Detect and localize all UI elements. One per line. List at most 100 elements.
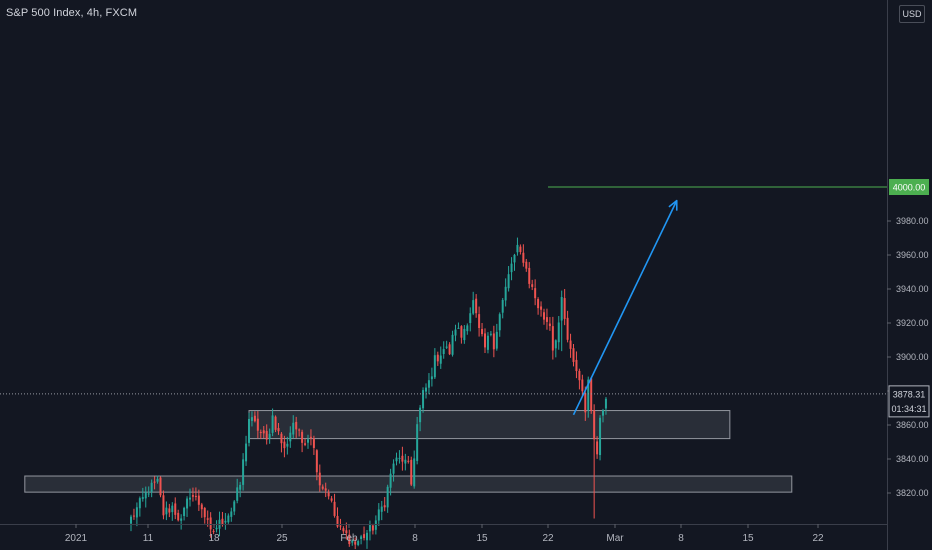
candle-body [236, 487, 239, 501]
x-tick-label: 11 [143, 533, 154, 544]
candle-body [271, 415, 274, 433]
y-tick-label: 3960.00 [896, 250, 929, 260]
candle-body [596, 441, 599, 455]
candles-layer [130, 237, 607, 550]
candle-body [174, 503, 177, 515]
candle-body [191, 495, 194, 497]
candle-body [578, 370, 581, 381]
candle-body [366, 532, 368, 541]
currency-button[interactable]: USD [899, 5, 925, 23]
candle-body [324, 488, 327, 491]
candle-body [168, 508, 171, 513]
candle-body [262, 430, 265, 434]
candle-body [416, 424, 419, 461]
candle-body [386, 486, 389, 508]
y-tick-label: 3820.00 [896, 488, 929, 498]
candle-body [430, 376, 433, 380]
candle-body [516, 244, 519, 253]
projection-arrow-line [572, 200, 678, 416]
candle-body [569, 340, 572, 349]
upper-support-zone [248, 410, 731, 440]
candle-body [159, 477, 162, 496]
candle-body [153, 481, 156, 483]
candle-body [510, 263, 513, 273]
candle-body [248, 418, 250, 443]
candle-body [593, 410, 596, 440]
candle-body [368, 524, 371, 532]
y-tick-label: 3840.00 [896, 454, 929, 464]
candle-body [327, 492, 330, 497]
x-tick-label: Feb [340, 533, 358, 544]
candle-body [230, 511, 233, 517]
candle-body [227, 515, 230, 523]
candle-body [548, 323, 551, 327]
candle-body [554, 340, 557, 349]
x-tick-label: 15 [476, 533, 488, 544]
candle-body [239, 484, 242, 490]
y-tick-label: 3900.00 [896, 352, 929, 362]
candle-body [135, 507, 138, 518]
chart-title: S&P 500 Index, 4h, FXCM [6, 7, 138, 19]
candle-body [197, 495, 200, 505]
candle-body [162, 495, 165, 516]
candle-body [469, 313, 472, 324]
candle-body [295, 421, 298, 430]
candle-body [563, 298, 566, 319]
candle-body [425, 387, 427, 392]
candle-body [422, 390, 425, 409]
candle-body [371, 525, 374, 531]
x-tick-label: 25 [276, 533, 288, 544]
candle-body [333, 501, 336, 516]
candle-body [392, 463, 395, 474]
candle-body [504, 286, 507, 301]
candle-body [289, 432, 292, 442]
candle-body [206, 518, 209, 520]
candle-body [363, 534, 366, 538]
candle-body [224, 520, 227, 523]
candle-body [194, 495, 197, 498]
candle-body [495, 331, 498, 349]
candle-body [401, 455, 404, 462]
candle-body [427, 380, 430, 388]
candle-body [357, 541, 360, 545]
candle-body [189, 497, 191, 500]
candle-body [318, 472, 321, 486]
candle-body [454, 329, 457, 336]
candle-body [445, 346, 448, 348]
candle-body [395, 457, 398, 462]
candle-body [304, 443, 307, 445]
candle-body [215, 527, 218, 530]
candle-body [484, 333, 486, 348]
candle-body [404, 459, 407, 464]
candle-body [419, 407, 422, 423]
candle-body [336, 515, 339, 527]
candle-body [486, 335, 489, 350]
candle-body [389, 473, 392, 488]
candle-body [321, 486, 324, 489]
zones-layer [24, 410, 793, 493]
candle-body [522, 252, 525, 263]
candle-body [348, 534, 351, 545]
candle-body [380, 506, 383, 512]
candle-body [203, 507, 206, 518]
candle-body [528, 267, 531, 284]
target-price-label-bg [889, 179, 929, 195]
candle-body [602, 410, 604, 416]
candle-body [398, 457, 401, 459]
candle-body [534, 288, 537, 299]
candle-body [587, 379, 590, 411]
candle-body [186, 498, 189, 509]
candle-body [147, 493, 150, 495]
candle-body [557, 322, 560, 343]
candle-body [543, 312, 545, 320]
candle-body [209, 517, 212, 530]
candle-body [259, 432, 262, 434]
candle-body [519, 246, 522, 252]
y-tick-label: 3940.00 [896, 284, 929, 294]
candle-body [537, 299, 540, 309]
x-tick-label: 8 [678, 533, 684, 544]
candle-body [138, 498, 141, 509]
candle-body [274, 416, 277, 430]
